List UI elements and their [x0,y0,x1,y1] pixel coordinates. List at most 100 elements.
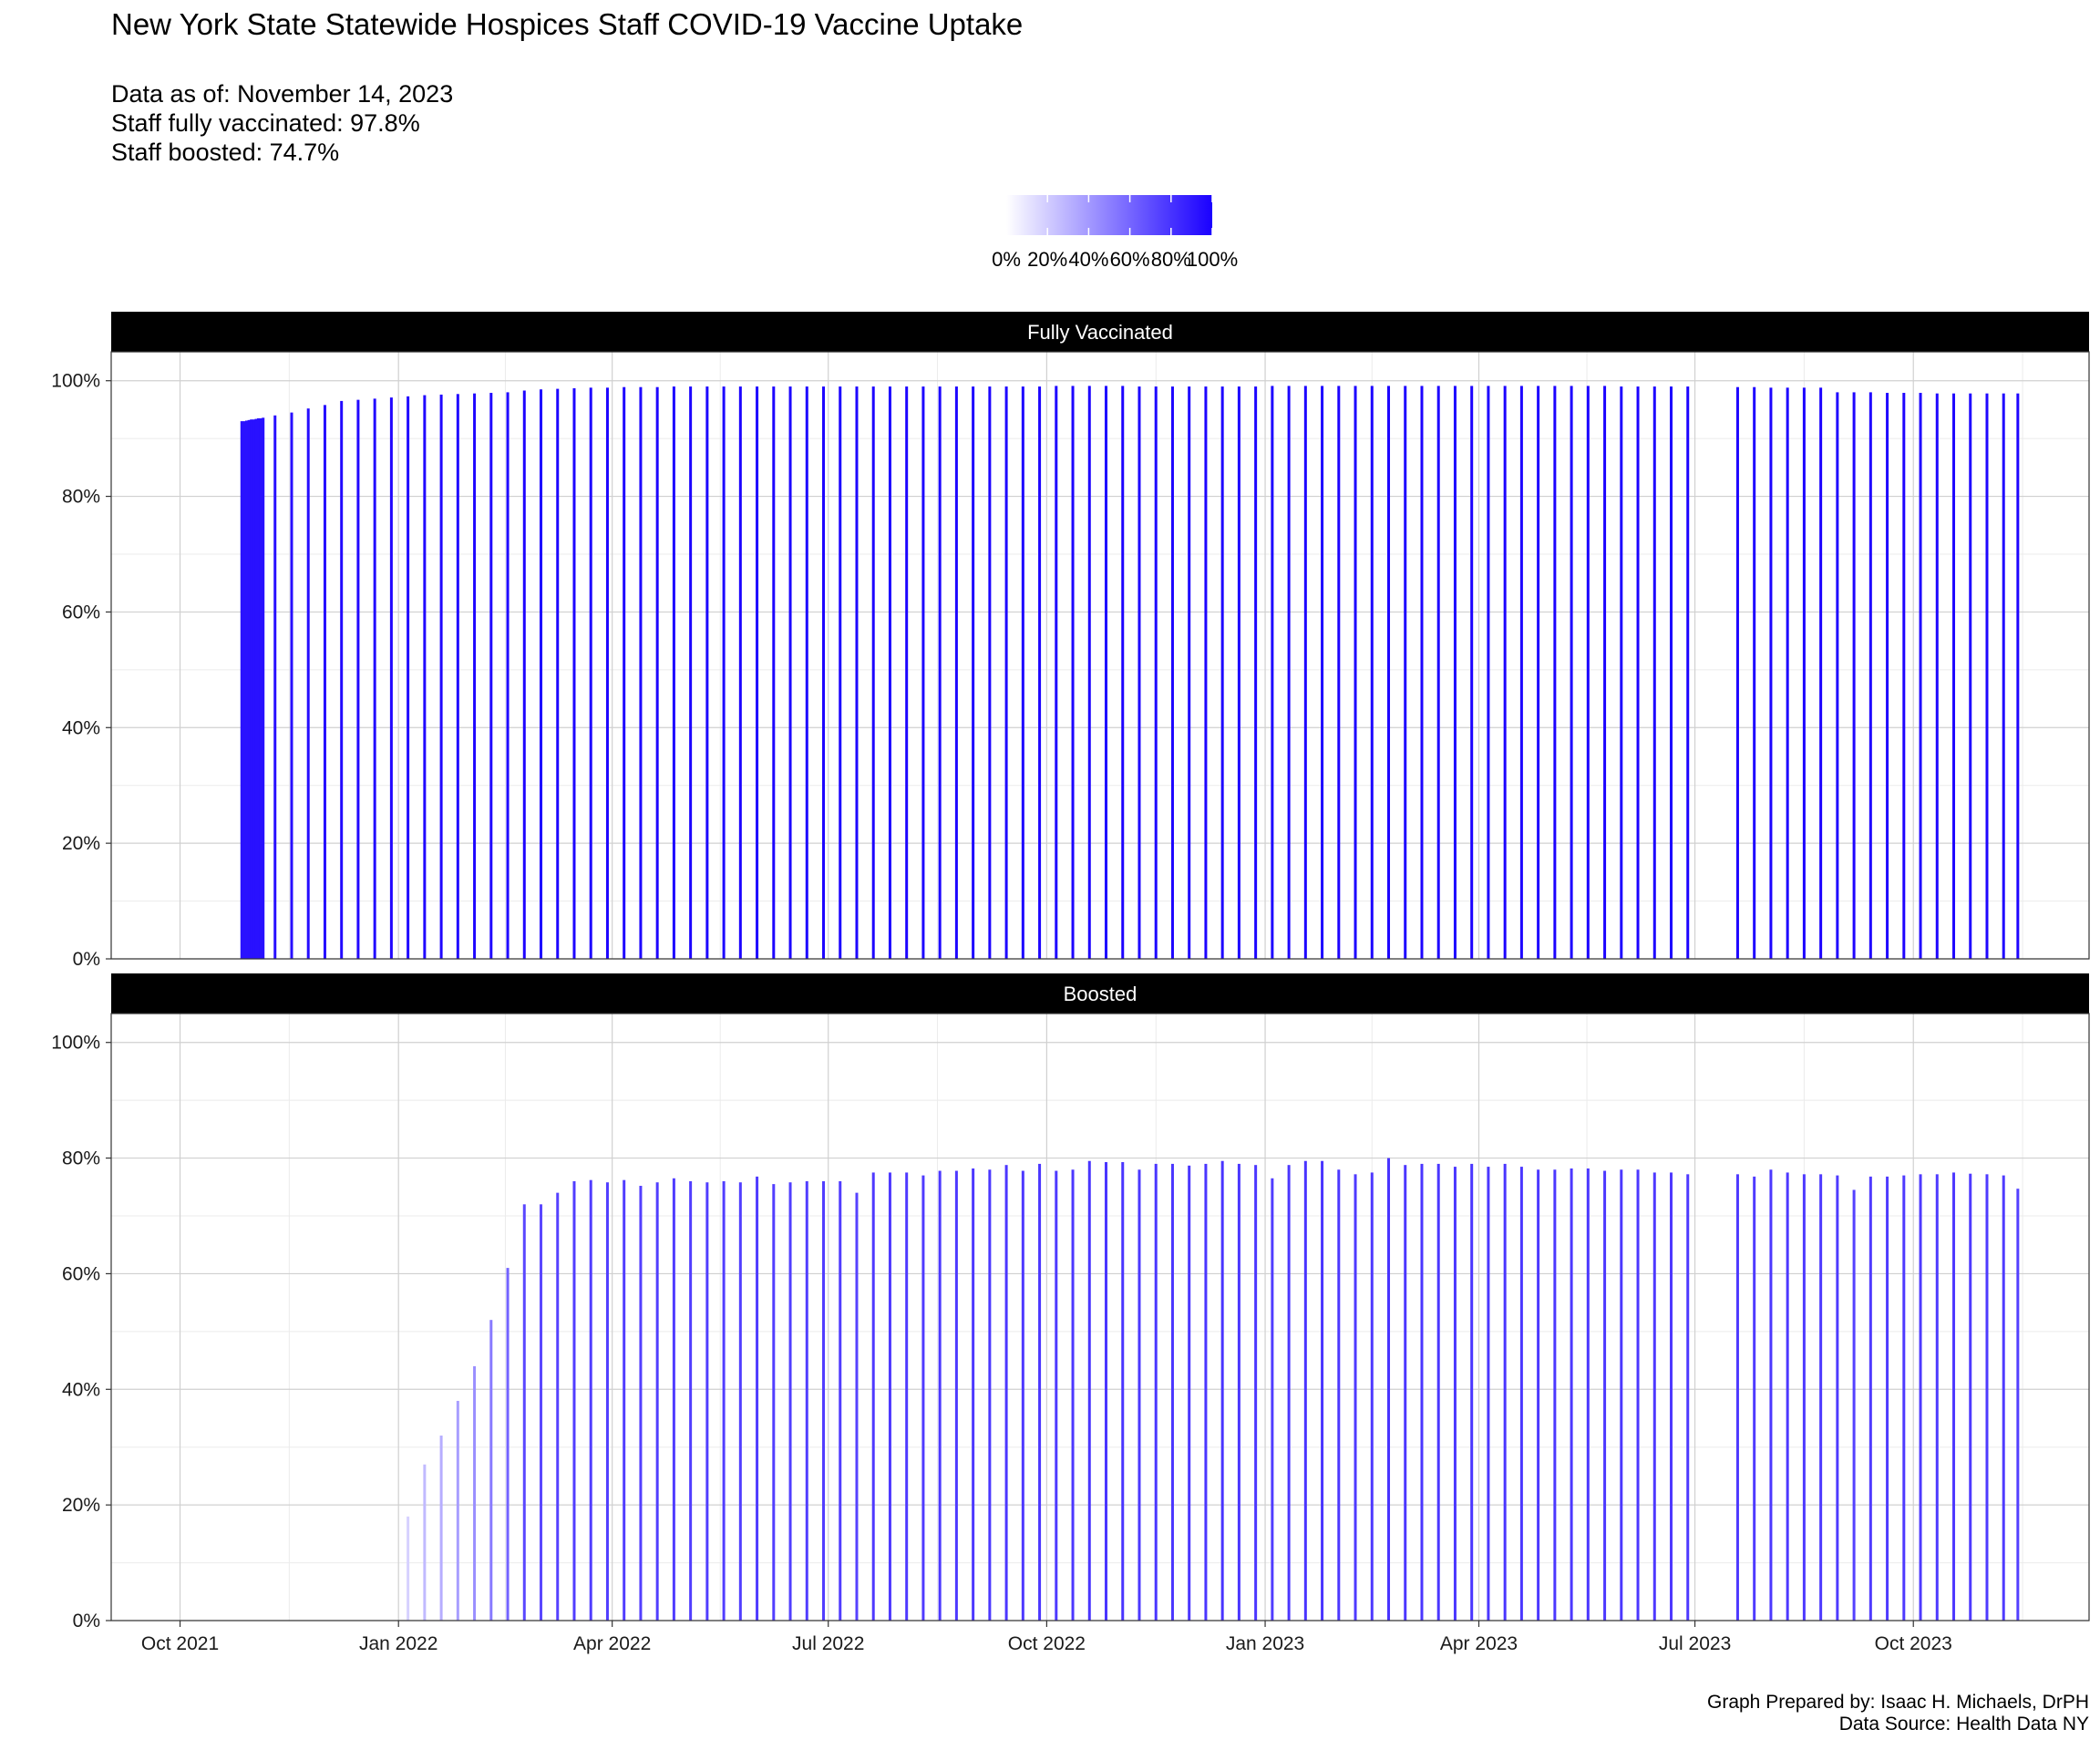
bar [672,1178,675,1621]
facet-strip-label: Boosted [1064,983,1138,1005]
bar [522,390,526,959]
caption-author: Graph Prepared by: Isaac H. Michaels, Dr… [1707,1692,2089,1713]
legend-color-bar [1006,195,1212,235]
bar [639,386,643,960]
bar [1254,1165,1258,1621]
bar [1237,386,1240,959]
bar [822,1180,826,1621]
bar [556,1192,560,1621]
bar [1487,386,1490,959]
bar [1453,1167,1457,1621]
bar [1670,1172,1673,1621]
bar [2016,393,2020,959]
bar [2002,393,2005,959]
bar [356,399,360,959]
bar [306,408,310,959]
x-tick-label: Oct 2023 [1875,1633,1952,1654]
bar [1935,1174,1939,1621]
bar [1636,386,1640,959]
bar [273,415,277,959]
bar [1868,392,1872,959]
bar [1370,1172,1374,1621]
bar [805,1180,808,1621]
bar [1919,1174,1922,1621]
bar [1204,386,1208,959]
bar [1836,1175,1839,1621]
legend-label: 20% [1027,248,1067,271]
bar [259,417,262,959]
bar [489,1320,493,1621]
bar [1652,1172,1656,1621]
bar [572,387,576,960]
bar [1802,387,1806,960]
bar [1620,1169,1623,1621]
bar [540,1204,543,1621]
bar [1487,1167,1490,1621]
bar [244,420,248,960]
bar [623,386,626,960]
bar [921,386,925,959]
bar [1570,1168,1573,1621]
bar [839,1180,842,1621]
bar [788,1182,792,1621]
bar [1038,386,1042,959]
y-tick-label: 60% [62,602,100,623]
bar [456,1400,459,1621]
bar [938,386,942,959]
bar [1370,386,1374,959]
bar [1105,386,1108,959]
bar [1519,386,1523,959]
bar [1404,386,1407,959]
bar [1404,1165,1407,1621]
bar [1586,386,1590,959]
bar [589,387,592,960]
bar [1321,386,1324,959]
chart-subtitle-line-2: Staff fully vaccinated: 97.8% [111,109,420,137]
bar [1154,1163,1158,1621]
bar [738,386,742,959]
bar [1170,386,1174,959]
bar [1321,1160,1324,1621]
bar [905,1172,909,1621]
bar [1436,386,1440,959]
bar [1969,393,1972,959]
bar [1138,386,1141,959]
bar [1138,1169,1141,1621]
bar [1935,393,1939,959]
bar [722,386,726,959]
bar [1087,1160,1091,1621]
bar [1170,1163,1174,1621]
bar [1686,1174,1690,1621]
x-tick-label: Oct 2022 [1008,1633,1086,1654]
x-tick-label: Jan 2022 [359,1633,438,1654]
bar [1271,1178,1274,1621]
bar [1188,386,1191,959]
bar [1519,1167,1523,1621]
bar [1021,386,1024,959]
x-tick-label: Oct 2021 [141,1633,219,1654]
bar [756,386,759,959]
bar [788,386,792,959]
bar [1021,1170,1024,1621]
bar [1603,386,1607,959]
bar [1055,1170,1058,1621]
bar [855,1192,859,1621]
bar [756,1176,759,1621]
bar [389,397,393,959]
bar [1204,1163,1208,1621]
legend-label: 80% [1151,248,1191,271]
chart-subtitle-line-3: Staff boosted: 74.7% [111,139,340,166]
bar [1985,393,1989,959]
bar [1686,386,1690,959]
x-tick-label: Jul 2022 [792,1633,864,1654]
bar [439,1436,443,1621]
bar [1537,386,1540,959]
bar [1055,386,1058,959]
bar [290,412,293,960]
x-tick-label: Apr 2023 [1440,1633,1518,1654]
bar [972,386,975,959]
bar [1071,386,1075,959]
y-tick-label: 20% [62,1495,100,1516]
